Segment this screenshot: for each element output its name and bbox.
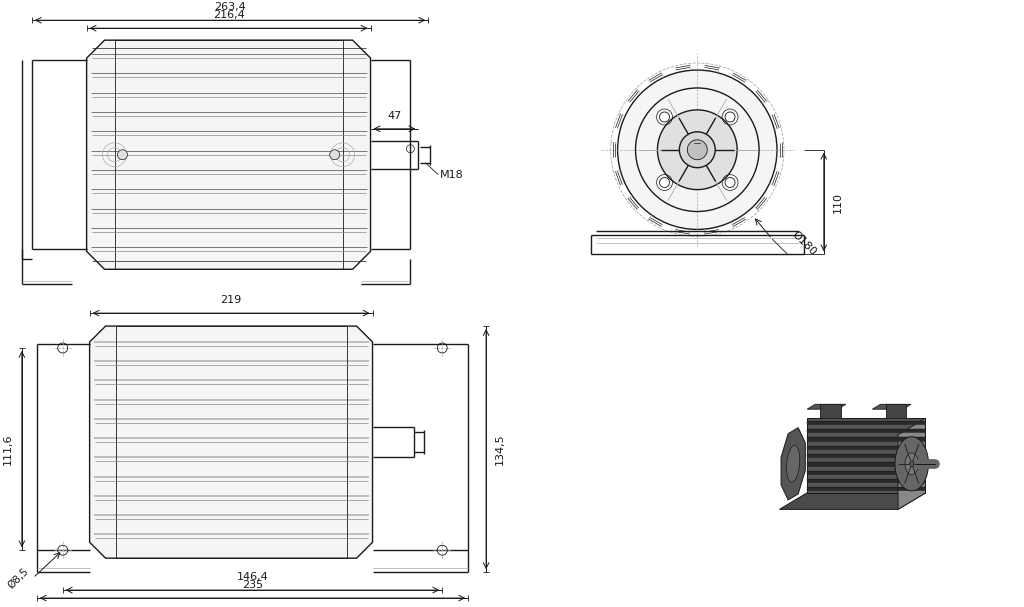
Circle shape	[679, 132, 715, 168]
Circle shape	[657, 110, 737, 189]
Text: 134,5: 134,5	[495, 433, 505, 465]
Polygon shape	[87, 40, 371, 270]
Polygon shape	[807, 470, 926, 474]
Polygon shape	[909, 461, 913, 467]
Polygon shape	[807, 404, 846, 409]
Circle shape	[330, 150, 340, 160]
Polygon shape	[812, 418, 841, 423]
Polygon shape	[895, 436, 929, 491]
Polygon shape	[807, 437, 926, 441]
Circle shape	[659, 177, 670, 188]
Polygon shape	[905, 453, 919, 475]
Text: 110: 110	[833, 192, 843, 212]
Polygon shape	[807, 446, 926, 449]
Polygon shape	[807, 462, 926, 466]
Polygon shape	[807, 454, 926, 457]
Polygon shape	[807, 421, 926, 424]
Polygon shape	[779, 493, 926, 509]
Polygon shape	[886, 404, 906, 418]
Polygon shape	[807, 479, 926, 482]
Polygon shape	[898, 418, 926, 509]
Text: Ø180: Ø180	[791, 229, 818, 257]
Circle shape	[687, 140, 708, 160]
Text: 47: 47	[387, 111, 401, 121]
Text: 235: 235	[242, 580, 263, 590]
Polygon shape	[90, 326, 373, 558]
Text: 216,4: 216,4	[213, 10, 245, 20]
Polygon shape	[878, 418, 906, 423]
Circle shape	[725, 177, 735, 188]
Polygon shape	[820, 404, 841, 418]
Polygon shape	[872, 404, 911, 409]
Text: Ø8,5: Ø8,5	[6, 566, 31, 591]
Polygon shape	[807, 429, 926, 432]
Circle shape	[659, 112, 670, 122]
Circle shape	[118, 150, 127, 160]
Text: M18: M18	[440, 169, 464, 180]
Text: 146,4: 146,4	[237, 572, 268, 582]
Text: 111,6: 111,6	[3, 433, 13, 465]
Polygon shape	[786, 446, 800, 482]
Circle shape	[725, 112, 735, 122]
Circle shape	[617, 70, 777, 229]
Polygon shape	[781, 428, 805, 500]
Polygon shape	[807, 487, 926, 490]
Text: 219: 219	[220, 295, 242, 305]
Polygon shape	[807, 418, 926, 493]
Text: 263,4: 263,4	[214, 2, 246, 12]
